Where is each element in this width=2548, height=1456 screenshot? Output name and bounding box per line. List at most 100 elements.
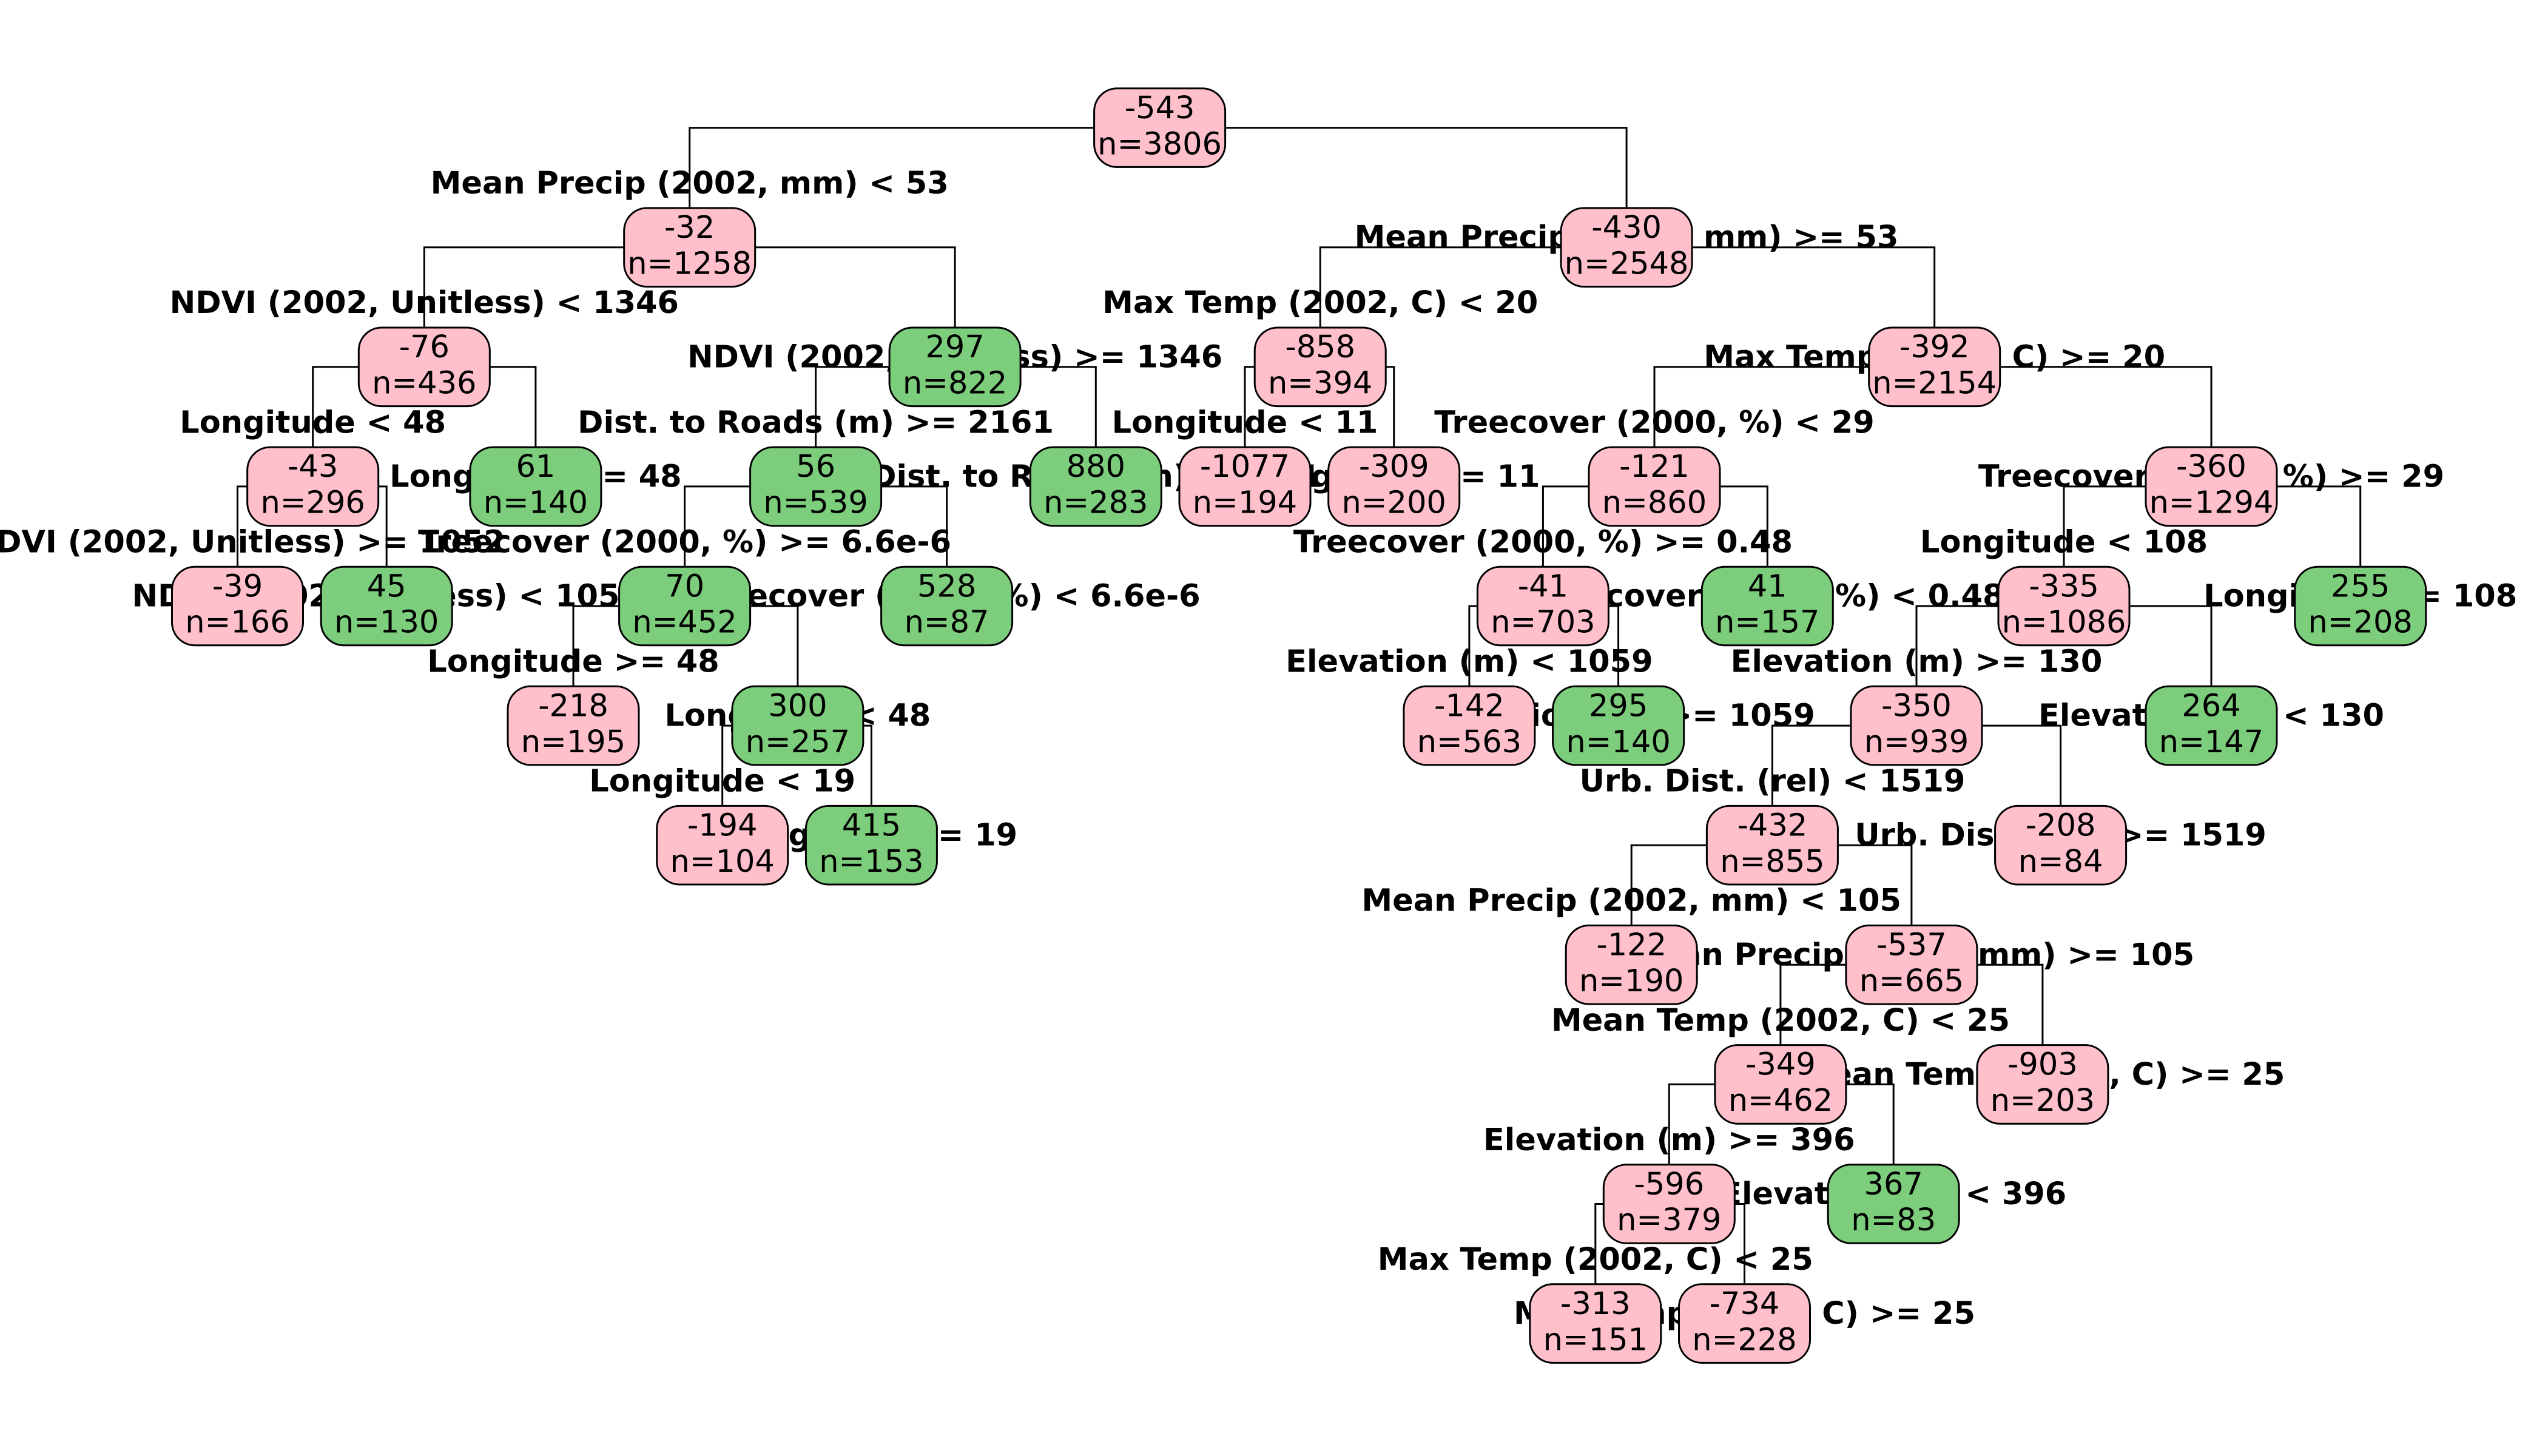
node-count: n=822 (903, 366, 1007, 402)
node-box (357, 326, 491, 408)
node-box (1678, 1283, 1811, 1364)
node-box (2145, 446, 2278, 527)
node-box (1029, 446, 1162, 527)
tree-node-n22: -41n=703 (1476, 565, 1609, 647)
node-count: n=87 (905, 605, 989, 641)
node-count: n=462 (1728, 1083, 1833, 1119)
node-box (1552, 685, 1685, 766)
tree-node-n1: -32n=1258 (623, 207, 757, 288)
split-label-s33: Mean Precip (2002, mm) < 105 (1361, 883, 1901, 919)
node-count: n=208 (2308, 605, 2412, 641)
node-box (1602, 1164, 1736, 1244)
node-count: n=283 (1043, 485, 1148, 521)
node-box (1476, 565, 1609, 647)
node-count: n=140 (484, 485, 588, 521)
node-value: -122 (1596, 928, 1667, 963)
node-value: 297 (925, 329, 984, 365)
node-box (1997, 565, 2131, 647)
node-value: -218 (538, 688, 608, 724)
node-value: 415 (842, 808, 901, 844)
node-value: 264 (2182, 688, 2240, 724)
split-label-s21: Treecover (2000, %) < 29 (1434, 405, 1875, 440)
node-count: n=1294 (2149, 485, 2274, 521)
split-label-s27: Longitude < 108 (1920, 524, 2208, 560)
split-label-s39: Max Temp (2002, C) < 25 (1378, 1242, 1813, 1278)
node-value: 300 (768, 688, 827, 724)
node-box (469, 446, 602, 527)
node-box (880, 565, 1014, 647)
node-count: n=3806 (1097, 126, 1222, 162)
node-box (888, 326, 1022, 408)
node-box (1529, 1283, 1662, 1364)
node-value: -32 (664, 210, 715, 246)
node-count: n=296 (260, 485, 365, 521)
node-value: 56 (796, 449, 835, 485)
node-box (1705, 804, 1839, 886)
node-count: n=83 (1851, 1202, 1936, 1238)
node-value: -309 (1359, 449, 1429, 485)
node-count: n=703 (1491, 605, 1595, 641)
node-box (1403, 685, 1536, 766)
node-box (1976, 1044, 2109, 1125)
node-count: n=194 (1193, 485, 1297, 521)
node-value: -194 (687, 808, 758, 844)
node-value: 880 (1067, 449, 1125, 485)
node-box (1827, 1164, 1960, 1244)
split-label-s17: Max Temp (2002, C) < 20 (1102, 285, 1538, 321)
node-value: 61 (516, 449, 555, 485)
node-value: -335 (2029, 568, 2099, 604)
node-count: n=151 (1543, 1322, 1648, 1358)
node-count: n=563 (1417, 724, 1522, 760)
node-count: n=2154 (1872, 366, 1997, 402)
node-box (1327, 446, 1461, 527)
node-count: n=84 (2018, 844, 2103, 880)
node-count: n=394 (1268, 366, 1372, 402)
node-box (1178, 446, 1312, 527)
node-value: -903 (2007, 1047, 2078, 1083)
node-box (623, 207, 757, 288)
node-value: -392 (1899, 329, 1970, 365)
node-box (618, 565, 752, 647)
node-box (1868, 326, 2001, 408)
node-value: -350 (1881, 688, 1952, 724)
node-value: -543 (1125, 90, 1195, 126)
node-box (1845, 925, 1978, 1005)
tree-node-n5: 45n=130 (320, 565, 453, 647)
node-box (2145, 685, 2278, 766)
split-label-s5: Longitude < 48 (180, 405, 446, 440)
node-count: n=452 (632, 605, 736, 641)
node-box (1253, 326, 1387, 408)
node-value: 255 (2331, 568, 2390, 604)
node-count: n=665 (1859, 963, 1964, 999)
node-count: n=257 (746, 724, 850, 760)
node-count: n=436 (372, 366, 476, 402)
node-value: 45 (367, 568, 406, 604)
split-label-s31: Urb. Dist. (rel) < 1519 (1579, 764, 1965, 800)
split-label-s25: Elevation (m) < 1059 (1286, 644, 1653, 680)
split-label-s37: Elevation (m) >= 396 (1483, 1122, 1855, 1158)
node-box (507, 685, 640, 766)
node-box (1093, 87, 1227, 168)
node-value: 70 (665, 568, 704, 604)
tree-node-n2: -76n=436 (357, 326, 491, 408)
node-count: n=2548 (1565, 246, 1689, 281)
split-label-s7: NDVI (2002, Unitless) >= 1052 (0, 524, 505, 560)
node-value: -596 (1634, 1167, 1704, 1202)
